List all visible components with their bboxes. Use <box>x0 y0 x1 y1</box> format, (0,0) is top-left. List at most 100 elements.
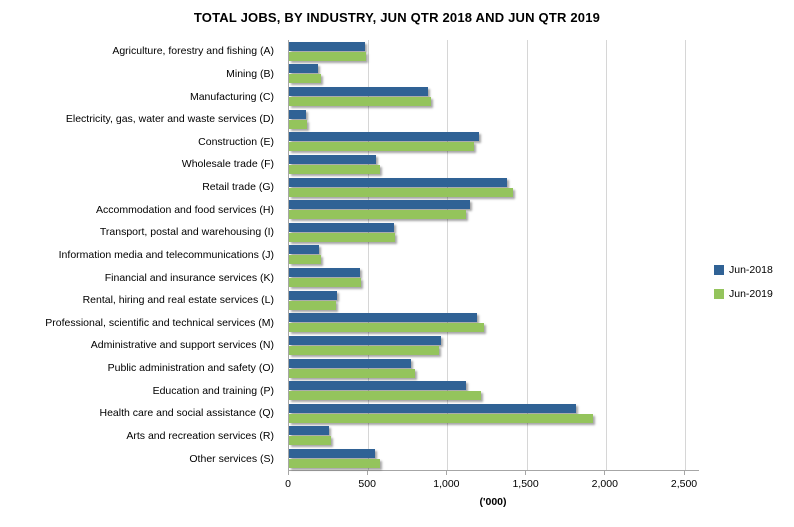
chart-row <box>289 198 699 221</box>
category-label: Health care and social assistance (Q) <box>99 407 275 420</box>
bar-jun-2019 <box>289 97 431 107</box>
chart-title: TOTAL JOBS, BY INDUSTRY, JUN QTR 2018 AN… <box>193 10 601 25</box>
x-axis-title: ('000) <box>479 496 507 508</box>
bar-jun-2019 <box>289 300 336 310</box>
chart-row <box>289 379 699 402</box>
category-label: Transport, postal and warehousing (I) <box>99 226 274 239</box>
chart-row <box>289 266 699 289</box>
x-tick-mark <box>287 471 289 475</box>
bar-jun-2018 <box>289 245 320 255</box>
category-label: Information media and telecommunications… <box>58 248 274 261</box>
x-tick-mark <box>604 471 606 475</box>
x-tick-mark <box>445 471 447 475</box>
bar-jun-2018 <box>289 64 319 74</box>
bar-jun-2018 <box>289 132 480 142</box>
bar-jun-2018 <box>289 358 411 368</box>
bar-jun-2019 <box>289 323 484 333</box>
plot-area <box>288 40 699 471</box>
chart-row <box>289 244 699 267</box>
bar-jun-2018 <box>289 41 366 51</box>
bar-jun-2018 <box>289 426 329 436</box>
bar-jun-2018 <box>289 290 337 300</box>
category-label: Manufacturing (C) <box>189 90 274 103</box>
bar-jun-2018 <box>289 313 477 323</box>
bar-jun-2018 <box>289 200 470 210</box>
x-axis: 0 500 1,000 1,500 2,000 2,500 <box>285 471 698 495</box>
x-tick-label: 2,500 <box>670 478 698 490</box>
bar-rows <box>289 40 699 470</box>
category-label: Mining (B) <box>226 67 274 80</box>
chart-row <box>289 425 699 448</box>
category-label: Wholesale trade (F) <box>181 158 274 171</box>
category-label: Education and training (P) <box>152 384 274 397</box>
category-label: Construction (E) <box>198 135 274 148</box>
bar-jun-2018 <box>289 335 442 345</box>
gridline <box>368 40 370 470</box>
chart-row <box>289 312 699 335</box>
chart-row <box>289 40 699 63</box>
bar-jun-2019 <box>289 210 467 220</box>
bar-jun-2019 <box>289 74 321 84</box>
legend: Jun-2018 Jun-2019 <box>714 258 773 306</box>
x-tick-mark <box>366 471 368 475</box>
chart-row <box>289 108 699 131</box>
bar-jun-2019 <box>289 413 594 423</box>
chart-row <box>289 357 699 380</box>
x-tick-mark <box>683 471 685 475</box>
legend-item: Jun-2018 <box>714 258 773 282</box>
bar-jun-2019 <box>289 119 308 129</box>
bar-jun-2019 <box>289 391 482 401</box>
bar-jun-2019 <box>289 368 415 378</box>
bar-jun-2019 <box>289 51 366 61</box>
gridline <box>605 40 607 470</box>
chart-row <box>289 221 699 244</box>
legend-marker-jun-2019 <box>714 289 724 299</box>
bar-jun-2018 <box>289 177 507 187</box>
bar-jun-2019 <box>289 187 514 197</box>
bar-jun-2019 <box>289 142 475 152</box>
bar-jun-2018 <box>289 268 361 278</box>
category-label: Financial and insurance services (K) <box>104 271 274 284</box>
chart-row <box>289 402 699 425</box>
bar-jun-2019 <box>289 232 396 242</box>
bar-jun-2019 <box>289 459 381 469</box>
legend-marker-jun-2018 <box>714 265 724 275</box>
gridline <box>447 40 449 470</box>
x-tick-label: 500 <box>358 478 376 490</box>
chart-row <box>289 131 699 154</box>
x-tick-label: 1,500 <box>512 478 539 490</box>
legend-label: Jun-2018 <box>729 264 773 276</box>
category-label: Professional, scientific and technical s… <box>45 316 274 329</box>
x-tick-mark <box>525 471 527 475</box>
bar-jun-2018 <box>289 109 306 119</box>
chart-row <box>289 447 699 470</box>
category-label: Administrative and support services (N) <box>90 339 274 352</box>
bar-jun-2019 <box>289 436 331 446</box>
chart-row <box>289 153 699 176</box>
category-label: Rental, hiring and real estate services … <box>82 294 274 307</box>
chart-row <box>289 289 699 312</box>
category-label: Arts and recreation services (R) <box>126 429 274 442</box>
category-label: Public administration and safety (O) <box>107 362 274 375</box>
chart-row <box>289 176 699 199</box>
gridline <box>526 40 528 470</box>
category-label: Accommodation and food services (H) <box>96 203 274 216</box>
bar-jun-2018 <box>289 449 375 459</box>
gridline <box>685 40 686 470</box>
category-label: Agriculture, forestry and fishing (A) <box>112 45 274 58</box>
category-label: Electricity, gas, water and waste servic… <box>65 113 274 126</box>
bar-jun-2019 <box>289 164 381 174</box>
x-tick-label: 2,000 <box>591 478 618 490</box>
chart-row <box>289 334 699 357</box>
legend-label: Jun-2019 <box>729 288 773 300</box>
bar-jun-2019 <box>289 255 321 265</box>
bar-jun-2018 <box>289 381 466 391</box>
bar-jun-2018 <box>289 87 429 97</box>
category-axis-labels: Agriculture, forestry and fishing (A) Min… <box>0 40 281 470</box>
bar-jun-2018 <box>289 222 395 232</box>
category-label: Other services (S) <box>189 452 274 465</box>
x-tick-label: 0 <box>285 478 291 490</box>
bar-jun-2019 <box>289 278 362 288</box>
x-tick-label: 1,000 <box>433 478 460 490</box>
